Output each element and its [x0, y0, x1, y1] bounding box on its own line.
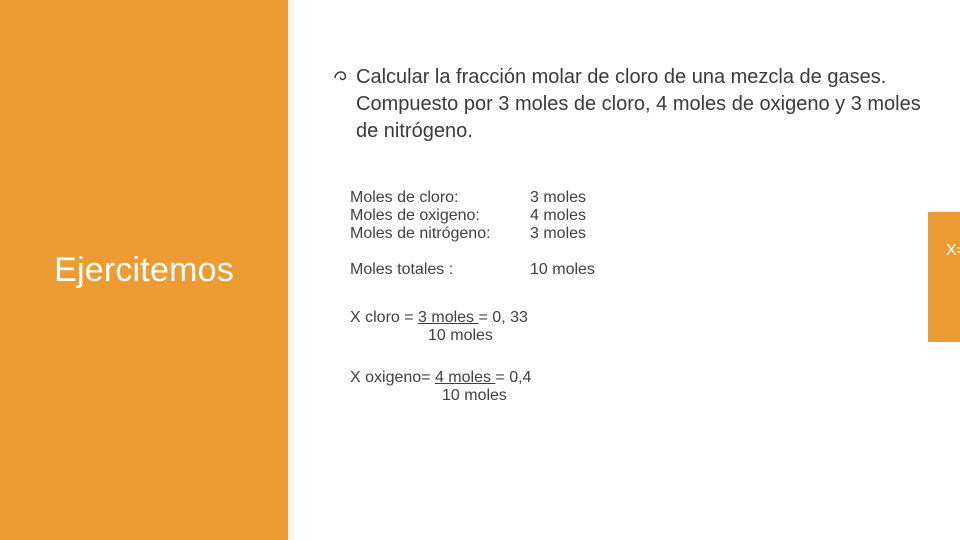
bullet-item: Calcular la fracción molar de cloro de u…: [332, 64, 924, 145]
data-value: 10 moles: [530, 261, 630, 279]
data-row: Moles de oxigeno: 4 moles: [350, 207, 924, 225]
data-value: 4 moles: [530, 207, 630, 225]
left-panel: Ejercitemos: [0, 0, 288, 540]
data-row-total: Moles totales : 10 moles: [350, 261, 924, 279]
formula-line2: moles A + moles B….: [946, 260, 960, 278]
bullet-text: Calcular la fracción molar de cloro de u…: [356, 64, 924, 145]
calc-block: X cloro = 3 moles = 0, 33 10 moles X oxi…: [350, 309, 924, 405]
calc-frac-bot: 10 moles: [350, 387, 924, 405]
calc-row: X oxigeno= 4 moles = 0,4 10 moles: [350, 369, 924, 405]
calc-frac-bot: 10 moles: [350, 327, 924, 345]
calc-eq: = 0,4: [495, 369, 531, 386]
data-label: Moles de oxigeno:: [350, 207, 530, 225]
formula-box: X= moles A moles A + moles B….: [928, 212, 960, 342]
calc-prefix: X oxigeno=: [350, 369, 435, 386]
data-row: Moles de cloro: 3 moles: [350, 189, 924, 207]
calc-line1: X oxigeno= 4 moles = 0,4: [350, 369, 924, 387]
data-value: 3 moles: [530, 189, 630, 207]
data-block: Moles de cloro: 3 moles Moles de oxigeno…: [350, 189, 924, 279]
calc-prefix: X cloro =: [350, 309, 418, 326]
swirl-icon: [332, 68, 350, 95]
slide-section-title: Ejercitemos: [54, 251, 234, 290]
calc-frac-top: 3 moles: [418, 309, 478, 326]
calc-eq: = 0, 33: [479, 309, 528, 326]
calc-row: X cloro = 3 moles = 0, 33 10 moles: [350, 309, 924, 345]
data-label: Moles totales :: [350, 261, 530, 279]
data-label: Moles de nitrógeno:: [350, 225, 530, 243]
data-value: 3 moles: [530, 225, 630, 243]
data-label: Moles de cloro:: [350, 189, 530, 207]
data-row: Moles de nitrógeno: 3 moles: [350, 225, 924, 243]
formula-prefix: X=: [946, 242, 960, 259]
right-panel: Calcular la fracción molar de cloro de u…: [288, 0, 960, 540]
calc-frac-top: 4 moles: [435, 369, 495, 386]
calc-line1: X cloro = 3 moles = 0, 33: [350, 309, 924, 327]
formula-line1: X= moles A: [946, 242, 960, 260]
